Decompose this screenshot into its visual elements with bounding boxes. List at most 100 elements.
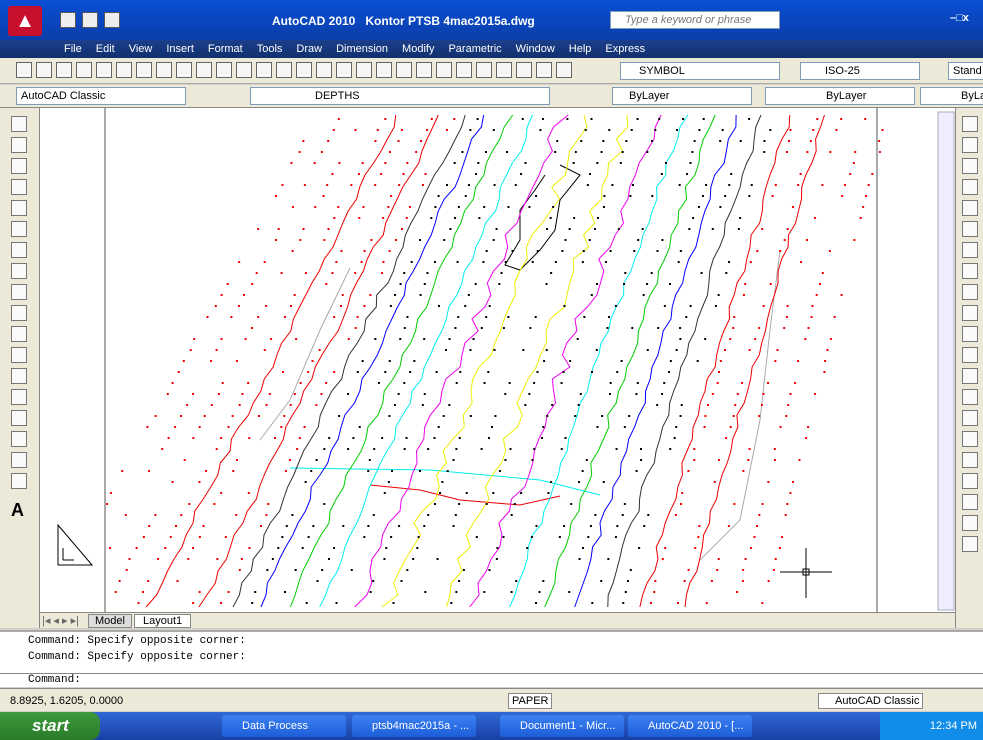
tool-icon[interactable] — [56, 62, 72, 78]
task-button[interactable]: ptsb4mac2015a - ... — [352, 715, 476, 737]
draw-icon[interactable] — [11, 200, 27, 216]
tool-icon[interactable] — [96, 62, 112, 78]
draw-icon[interactable] — [11, 158, 27, 174]
tool-icon[interactable] — [256, 62, 272, 78]
command-prompt[interactable]: Command: — [0, 673, 983, 687]
modify-icon[interactable] — [962, 158, 978, 174]
window-controls[interactable]: –□x — [950, 12, 969, 24]
quick-access[interactable] — [60, 12, 210, 28]
tool-icon[interactable] — [336, 62, 352, 78]
modify-icon[interactable] — [962, 410, 978, 426]
tab-nav[interactable]: |◂ ◂ ▸ ▸| — [42, 615, 79, 627]
modify-icon[interactable] — [962, 536, 978, 552]
tab[interactable]: Model — [88, 614, 132, 628]
modify-icon[interactable] — [962, 284, 978, 300]
app-logo[interactable]: ▲ — [8, 6, 42, 36]
tool-icon[interactable] — [476, 62, 492, 78]
draw-icon[interactable] — [11, 452, 27, 468]
space-toggle[interactable]: PAPER — [508, 693, 553, 709]
menu-item[interactable]: Help — [568, 43, 592, 55]
draw-icon[interactable] — [11, 347, 27, 363]
linetype-combo[interactable]: ByLayer — [765, 87, 915, 105]
modify-icon[interactable] — [962, 221, 978, 237]
tool-icon[interactable] — [396, 62, 412, 78]
tool-icon[interactable] — [76, 62, 92, 78]
tool-icon[interactable] — [196, 62, 212, 78]
draw-icon[interactable] — [11, 305, 27, 321]
tool-icon[interactable] — [136, 62, 152, 78]
draw-icon[interactable] — [11, 221, 27, 237]
draw-icon[interactable] — [11, 410, 27, 426]
tool-icon[interactable] — [236, 62, 252, 78]
draw-icon[interactable] — [11, 284, 27, 300]
modify-icon[interactable] — [962, 179, 978, 195]
draw-icon[interactable] — [11, 263, 27, 279]
tool-icon[interactable] — [296, 62, 312, 78]
tool-icon[interactable] — [456, 62, 472, 78]
draw-icon[interactable] — [11, 389, 27, 405]
tool-icon[interactable] — [436, 62, 452, 78]
dim-style-combo[interactable]: ISO-25 — [800, 62, 920, 80]
tool-icon[interactable] — [156, 62, 172, 78]
draw-icon[interactable] — [11, 137, 27, 153]
modify-icon[interactable] — [962, 305, 978, 321]
draw-icon[interactable] — [11, 179, 27, 195]
menu-item[interactable]: Parametric — [448, 43, 502, 55]
tool-icon[interactable] — [16, 62, 32, 78]
text-style-combo[interactable]: SYMBOL — [620, 62, 780, 80]
modify-icon[interactable] — [962, 431, 978, 447]
modify-icon[interactable] — [962, 515, 978, 531]
menu-item[interactable]: View — [128, 43, 153, 55]
workspace-switch[interactable]: AutoCAD Classic — [818, 693, 924, 709]
modify-icon[interactable] — [962, 200, 978, 216]
menu-item[interactable]: Window — [515, 43, 555, 55]
menu-item[interactable]: Draw — [296, 43, 323, 55]
modify-icon[interactable] — [962, 326, 978, 342]
modify-icon[interactable] — [962, 116, 978, 132]
drawing-area[interactable] — [40, 108, 955, 612]
tool-icon[interactable] — [556, 62, 572, 78]
start-button[interactable]: start — [0, 712, 100, 740]
tool-icon[interactable] — [276, 62, 292, 78]
tool-icon[interactable] — [36, 62, 52, 78]
tab[interactable]: Layout1 — [134, 614, 192, 628]
menu-item[interactable]: Edit — [95, 43, 115, 55]
modify-icon[interactable] — [962, 494, 978, 510]
text-tool[interactable]: A — [11, 500, 24, 520]
table-style-combo[interactable]: Stand — [948, 62, 983, 80]
tool-icon[interactable] — [216, 62, 232, 78]
tool-icon[interactable] — [356, 62, 372, 78]
modify-icon[interactable] — [962, 389, 978, 405]
modify-icon[interactable] — [962, 347, 978, 363]
draw-icon[interactable] — [11, 242, 27, 258]
modify-icon[interactable] — [962, 263, 978, 279]
task-button[interactable]: Document1 - Micr... — [500, 715, 624, 737]
save-icon[interactable] — [104, 12, 120, 28]
draw-icon[interactable] — [11, 431, 27, 447]
open-icon[interactable] — [82, 12, 98, 28]
menu-item[interactable]: Tools — [256, 43, 283, 55]
tool-icon[interactable] — [496, 62, 512, 78]
menu-item[interactable]: File — [64, 43, 82, 55]
menu-item[interactable]: Modify — [402, 43, 435, 55]
workspace-combo[interactable]: AutoCAD Classic — [16, 87, 186, 105]
task-button[interactable]: AutoCAD 2010 - [... — [628, 715, 752, 737]
draw-icon[interactable] — [11, 116, 27, 132]
tool-icon[interactable] — [176, 62, 192, 78]
color-combo[interactable]: ByLayer — [612, 87, 752, 105]
draw-icon[interactable] — [11, 326, 27, 342]
modify-icon[interactable] — [962, 473, 978, 489]
draw-icon[interactable] — [11, 368, 27, 384]
tool-icon[interactable] — [516, 62, 532, 78]
modify-icon[interactable] — [962, 137, 978, 153]
new-icon[interactable] — [60, 12, 76, 28]
v-scrollbar[interactable] — [937, 111, 955, 611]
task-button[interactable]: Data Process — [222, 715, 346, 737]
tool-icon[interactable] — [116, 62, 132, 78]
menu-item[interactable]: Express — [605, 43, 646, 55]
menu-item[interactable]: Dimension — [336, 43, 389, 55]
lineweight-combo[interactable]: ByLa — [920, 87, 983, 105]
modify-icon[interactable] — [962, 242, 978, 258]
menu-item[interactable]: Insert — [166, 43, 194, 55]
layer-combo[interactable]: DEPTHS — [250, 87, 550, 105]
